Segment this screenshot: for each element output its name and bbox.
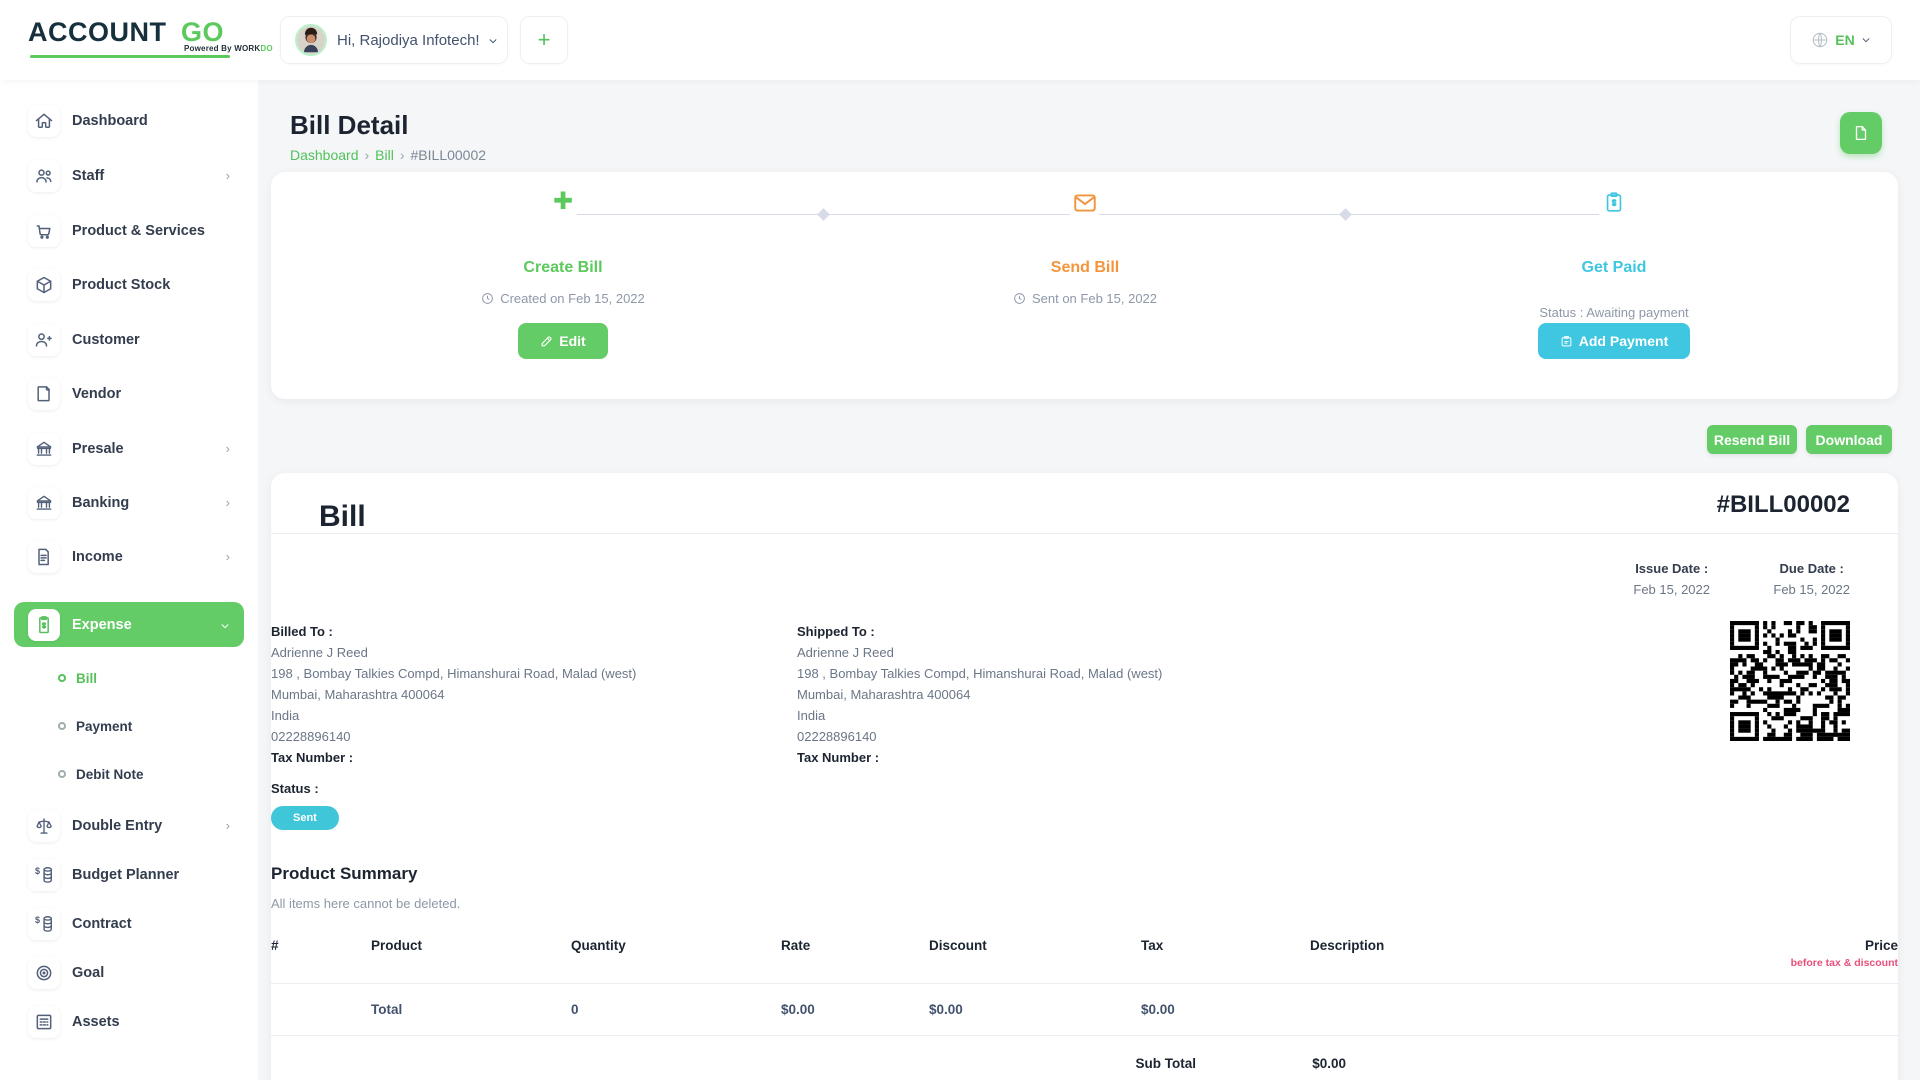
svg-text:ACCOUNT: ACCOUNT xyxy=(28,17,167,47)
svg-text:GO: GO xyxy=(181,17,224,47)
